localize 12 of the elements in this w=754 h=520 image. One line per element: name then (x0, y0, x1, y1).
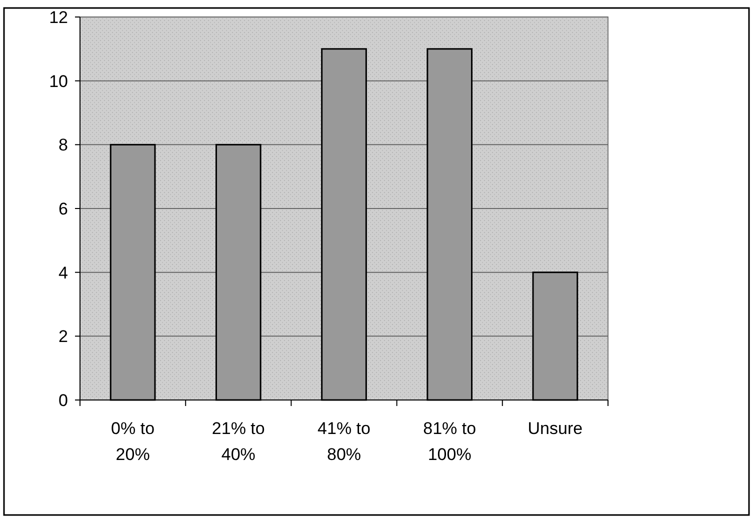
y-tick-label: 10 (49, 72, 68, 91)
y-tick-label: 12 (49, 8, 68, 27)
x-tick-label: 21% to 40% (212, 419, 265, 464)
y-tick-label: 0 (58, 390, 68, 410)
x-tick-label: Unsure (528, 419, 583, 438)
x-tick-label: 41% to 80% (318, 419, 370, 464)
y-tick-label: 8 (58, 136, 68, 155)
y-tick-label: 2 (58, 327, 68, 346)
x-tick-label: 0% to 20% (111, 419, 155, 464)
x-tick-label: 81% to 100% (423, 419, 476, 464)
y-tick-label: 6 (58, 199, 68, 218)
y-tick-label: 4 (58, 263, 68, 282)
